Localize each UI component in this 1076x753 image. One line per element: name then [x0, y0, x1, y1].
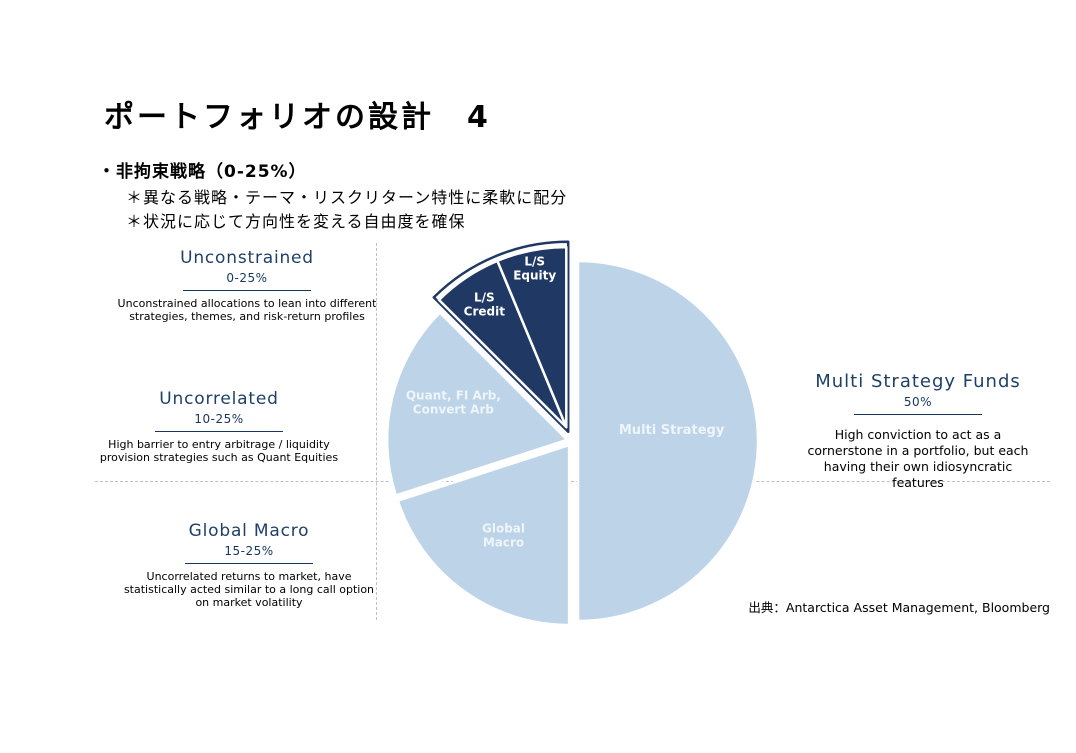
pie-slice-multi-strategy [576, 259, 760, 623]
strategy-block-global-macro: Global Macro 15-25% Uncorrelated returns… [119, 521, 379, 609]
block-range: 0-25% [226, 271, 268, 285]
underline [155, 431, 283, 432]
page-title: ポートフォリオの設計 4 [104, 100, 491, 135]
pie-label-multi-strategy: Multi Strategy [619, 423, 725, 438]
pie-label-l-s-credit: L/S Credit [464, 290, 506, 318]
pie-label-global-macro: Global Macro [482, 521, 525, 549]
pie-label-l-s-equity: L/S Equity [513, 254, 556, 282]
block-title: Unconstrained [180, 248, 314, 268]
block-range: 15-25% [224, 544, 274, 558]
pie-label-quant-fi-arb-convert-arb: Quant, FI Arb, Convert Arb [406, 389, 501, 417]
highlight-outline-wedge [432, 240, 570, 434]
pie-slice-l-s-credit [437, 259, 568, 429]
vertical-dashed-guide [376, 243, 377, 620]
block-title: Global Macro [188, 521, 310, 541]
strategy-block-uncorrelated: Uncorrelated 10-25% High barrier to entr… [89, 389, 349, 464]
pie-slice-global-macro [396, 443, 571, 627]
block-range: 50% [903, 395, 933, 409]
underline [185, 563, 313, 564]
sub-bullet-2: ＊状況に応じて方向性を変える自由度を確保 [126, 212, 466, 231]
source-citation: 出典：Antarctica Asset Management, Bloomber… [748, 600, 1050, 615]
pie-slice-l-s-equity [496, 245, 568, 429]
block-title: Multi Strategy Funds [815, 371, 1021, 392]
block-description: Unconstrained allocations to lean into d… [117, 297, 377, 323]
strategy-block-unconstrained: Unconstrained 0-25% Unconstrained alloca… [117, 248, 377, 323]
block-title: Uncorrelated [159, 389, 279, 409]
underline [854, 414, 982, 415]
strategy-block-multi-strategy-funds: Multi Strategy Funds 50% High conviction… [798, 371, 1038, 491]
block-description: High conviction to act as a cornerstone … [807, 427, 1029, 490]
horizontal-dashed-guide [95, 481, 1050, 482]
underline [183, 290, 311, 291]
block-description: Uncorrelated returns to market, have sta… [123, 570, 375, 609]
pie-slice-quant-fi-arb-convert-arb [385, 311, 569, 497]
sub-bullet-1: ＊異なる戦略・テーマ・リスクリターン特性に柔軟に配分 [126, 188, 568, 207]
bullet-main: ・非拘束戦略（0-25%） [98, 162, 307, 182]
block-range: 10-25% [194, 412, 244, 426]
block-description: High barrier to entry arbitrage / liquid… [99, 438, 339, 464]
